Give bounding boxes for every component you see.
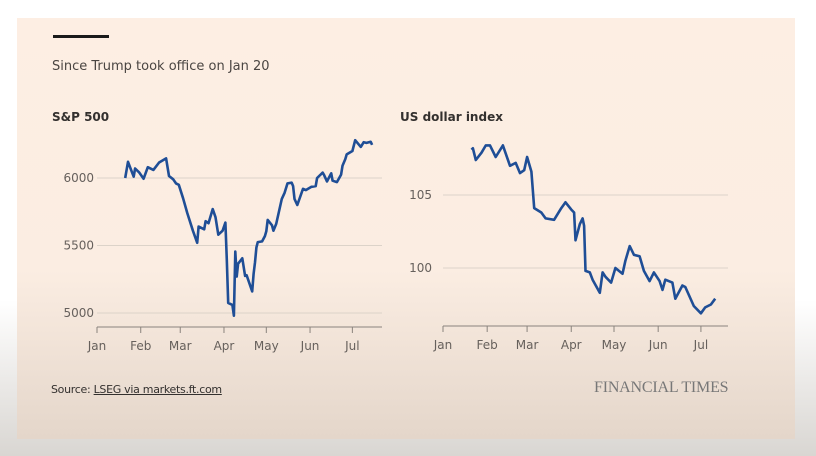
dollar-index-title: US dollar index [400,110,503,124]
sp500-title: S&P 500 [52,110,110,124]
y-tick-label: 5500 [63,239,94,253]
y-tick-label: 6000 [63,171,94,185]
x-tick-label: Jul [344,339,359,353]
x-tick-label: May [254,339,279,353]
x-tick-label: Jan [87,339,107,353]
x-tick-label: Apr [214,339,235,353]
dollar-index-line [470,144,717,315]
x-tick-label: Jul [693,338,708,352]
chart-panel [17,18,795,439]
sp500-line [123,138,374,318]
source-note: Source: LSEG via markets.ft.com [51,383,222,396]
x-tick-label: Apr [561,338,582,352]
ft-logo: FINANCIAL TIMES [594,379,729,396]
x-tick-label: Jun [648,338,668,352]
chart-subtitle: Since Trump took office on Jan 20 [52,59,270,74]
x-tick-label: Jun [300,339,320,353]
x-tick-label: Feb [477,338,498,352]
x-tick-label: May [602,338,627,352]
source-label: Source: [51,383,94,396]
y-tick-label: 5000 [63,306,94,320]
x-tick-label: Feb [130,339,151,353]
x-tick-label: Mar [516,338,539,352]
y-tick-label: 105 [409,188,432,202]
header-rule [53,35,109,38]
source-link[interactable]: LSEG via markets.ft.com [93,383,223,396]
y-tick-label: 100 [409,261,432,275]
x-tick-label: Mar [169,339,192,353]
x-tick-label: Jan [433,338,453,352]
